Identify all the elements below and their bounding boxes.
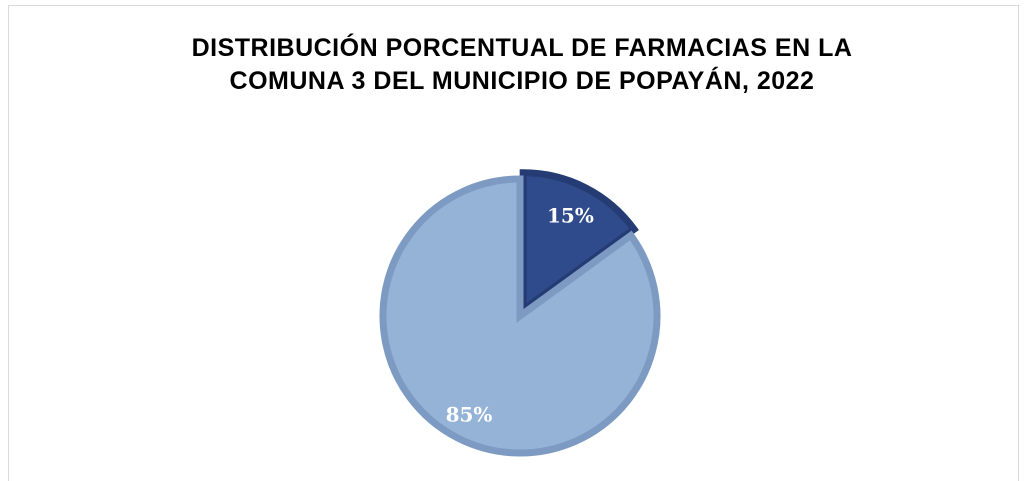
pie-slice: [519, 169, 639, 317]
chart-title: COMUNA 3 DEL MUNICIPIO DE POPAYÁN, 2022: [230, 66, 815, 95]
pie-slice: [379, 175, 661, 457]
chart-title: DISTRIBUCIÓN PORCENTUAL DE FARMACIAS EN …: [192, 32, 853, 62]
data-label: 85%: [446, 403, 493, 427]
data-label: 15%: [547, 203, 594, 227]
